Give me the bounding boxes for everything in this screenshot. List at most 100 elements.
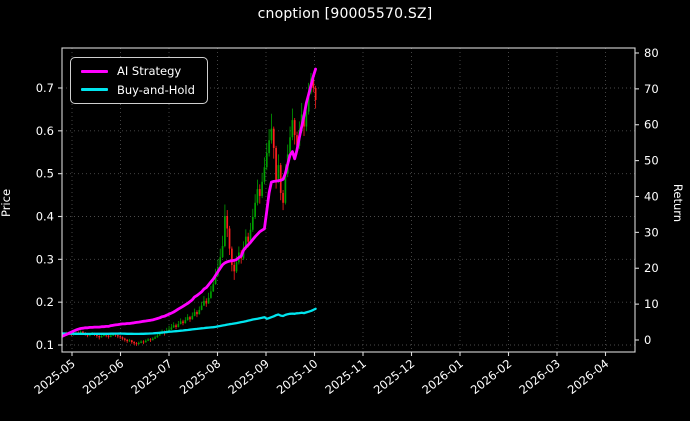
chart-title: cnoption [90005570.SZ]: [257, 6, 433, 22]
candle-body: [79, 331, 82, 334]
candle-body: [121, 337, 124, 339]
gridlines: [62, 48, 635, 352]
candle-body: [107, 335, 110, 337]
candle-body: [135, 343, 138, 345]
price-axis-label: Price: [0, 188, 13, 218]
candle-body: [214, 275, 217, 285]
candle-body: [265, 153, 268, 168]
candle-body: [258, 189, 261, 196]
candle-body: [282, 192, 284, 203]
candle-body: [100, 336, 103, 338]
candle-body: [128, 340, 131, 342]
candle-body: [221, 246, 224, 258]
candle-body: [254, 202, 256, 217]
price-tick-label: 0.1: [36, 338, 54, 352]
candle-body: [289, 137, 291, 155]
return-tick-label: 40: [644, 189, 659, 203]
candle-body: [200, 305, 203, 310]
candle-body: [233, 264, 236, 272]
candle-body: [226, 216, 229, 229]
candle-body: [198, 309, 201, 315]
price-tick-label: 0.2: [36, 295, 54, 309]
candle-body: [261, 181, 263, 196]
candle-body: [119, 336, 122, 338]
candle-body: [291, 120, 294, 138]
candle-body: [247, 236, 250, 242]
x-tick-label: 2026-04: [565, 356, 611, 397]
candle-body: [235, 262, 238, 272]
candle-body: [149, 339, 152, 341]
candle-body: [275, 147, 277, 182]
x-tick-label: 2026-01: [419, 356, 465, 397]
candle-body: [154, 337, 156, 339]
x-tick-label: 2026-03: [516, 356, 562, 397]
price-tick-label: 0.7: [36, 81, 54, 95]
candle-body: [263, 167, 266, 182]
candle-body: [144, 340, 147, 343]
candle-body: [133, 342, 135, 344]
candle-body: [231, 248, 233, 265]
x-tick-label: 2025-05: [31, 356, 77, 397]
candle-body: [82, 331, 84, 334]
return-tick-label: 60: [644, 118, 659, 132]
return-tick-label: 0: [644, 333, 651, 347]
candle-body: [196, 312, 198, 315]
candle-body: [205, 300, 208, 304]
ai-strategy-line: [62, 67, 318, 338]
return-axis-label: Return: [671, 183, 685, 223]
candle-body: [168, 329, 170, 332]
candle-body: [249, 229, 252, 242]
candle-body: [191, 315, 194, 320]
candle-body: [112, 334, 115, 336]
x-tick-label: 2025-08: [177, 356, 223, 397]
candle-body: [284, 173, 287, 203]
candle-body: [305, 111, 308, 127]
candle-body: [175, 325, 177, 328]
legend-item-ai-strategy: AI Strategy: [81, 65, 195, 78]
candle-body: [189, 317, 191, 320]
candle-body: [293, 120, 296, 136]
price-tick-label: 0.6: [36, 124, 54, 138]
tick-marks: [58, 52, 639, 356]
candle-body: [170, 327, 173, 330]
candle-body: [296, 135, 298, 146]
candle-body: [219, 257, 222, 268]
candle-body: [256, 189, 259, 203]
candle-body: [207, 297, 210, 304]
candle-body: [312, 78, 315, 88]
legend-label-buy-and-hold: Buy-and-Hold: [117, 82, 195, 97]
candle-body: [228, 228, 231, 249]
candles-group: [62, 72, 317, 346]
candle-body: [224, 216, 226, 247]
candle-body: [272, 128, 275, 148]
candle-body: [182, 321, 184, 324]
candle-body: [140, 341, 142, 343]
candle-body: [137, 342, 140, 345]
x-tick-label: 2025-11: [322, 356, 368, 397]
candle-body: [126, 339, 129, 342]
candle-body: [142, 341, 145, 343]
x-tick-label: 2026-02: [468, 356, 514, 397]
return-tick-label: 30: [644, 225, 659, 239]
candle-body: [105, 334, 108, 336]
return-tick-label: 70: [644, 82, 659, 96]
legend: AI Strategy Buy-and-Hold: [70, 57, 208, 105]
candle-body: [307, 92, 310, 112]
candle-body: [172, 325, 175, 328]
candle-body: [123, 338, 126, 340]
candle-body: [193, 312, 196, 316]
candle-body: [277, 165, 280, 182]
candle-body: [147, 339, 149, 341]
candle-body: [179, 321, 182, 325]
candle-body: [177, 324, 180, 328]
price-tick-label: 0.5: [36, 167, 54, 181]
candle-body: [270, 128, 273, 141]
price-tick-label: 0.3: [36, 252, 54, 266]
candle-body: [96, 334, 98, 337]
candle-body: [210, 291, 212, 298]
plot-border: [61, 47, 636, 353]
x-tick-label: 2025-06: [80, 356, 126, 397]
ai-strategy-line-swatch: [81, 69, 108, 73]
candle-body: [158, 333, 161, 336]
